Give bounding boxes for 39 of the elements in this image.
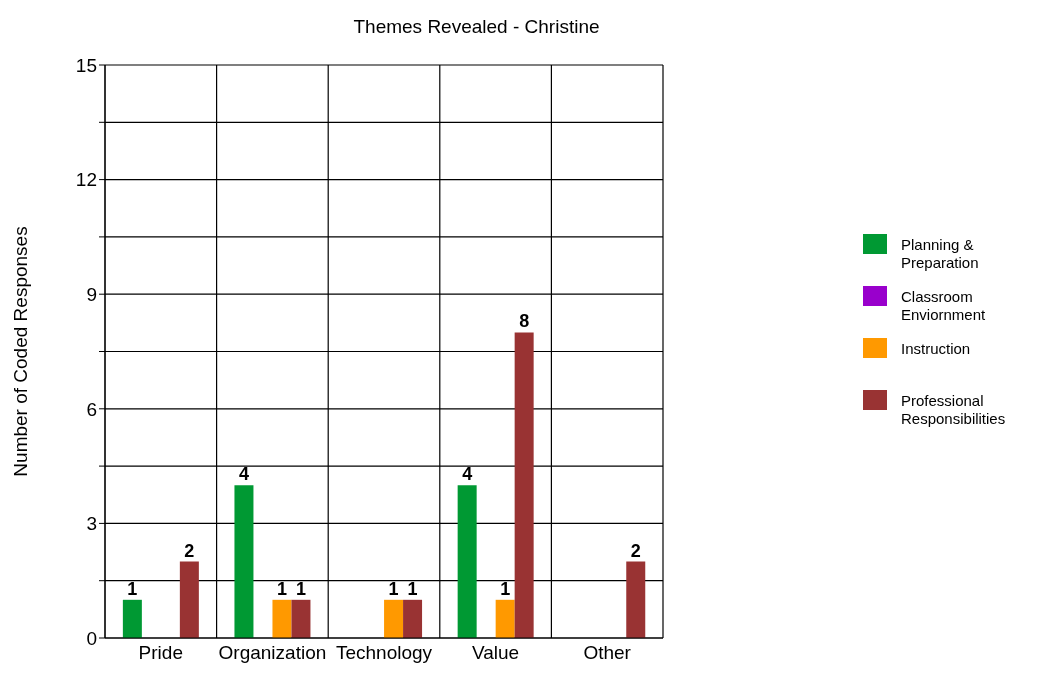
data-label: 8 [519, 311, 530, 332]
data-label: 1 [127, 578, 138, 599]
bar [514, 332, 534, 638]
bar [495, 599, 515, 638]
y-tick-label: 3 [86, 513, 97, 535]
data-label: 1 [276, 578, 287, 599]
x-tick-label: Other [583, 642, 632, 664]
y-tick-label: 15 [75, 54, 97, 76]
data-label: 1 [388, 578, 399, 599]
bar [457, 485, 477, 638]
bar [291, 599, 311, 638]
legend-label: Instruction [901, 340, 971, 358]
bar [403, 599, 423, 638]
y-axis-title: Number of Coded Responses [9, 226, 31, 477]
data-label: 2 [630, 540, 641, 561]
legend-label: Classroom Enviornment [901, 288, 987, 324]
bar [179, 561, 199, 638]
data-label: 4 [462, 464, 473, 485]
data-label: 1 [295, 578, 306, 599]
y-tick-label: 0 [86, 627, 97, 649]
data-label: 2 [184, 540, 195, 561]
y-tick-label: 12 [75, 169, 97, 191]
bar [122, 599, 142, 638]
bar [384, 599, 404, 638]
x-tick-label: Technology [335, 642, 433, 664]
bar [234, 485, 254, 638]
legend-label: Professional Responsibilities [901, 392, 1007, 428]
y-tick-label: 9 [86, 283, 97, 305]
legend-label: Planning & Preparation [901, 236, 980, 272]
data-label: 1 [500, 578, 511, 599]
x-tick-label: Pride [138, 642, 183, 664]
y-tick-label: 6 [86, 398, 97, 420]
bar [626, 561, 646, 638]
data-label: 1 [407, 578, 418, 599]
chart-title: Themes Revealed - Christine [352, 16, 601, 38]
bar [272, 599, 292, 638]
x-tick-label: Organization [218, 642, 327, 664]
data-label: 4 [238, 464, 249, 485]
x-tick-label: Value [472, 642, 520, 664]
